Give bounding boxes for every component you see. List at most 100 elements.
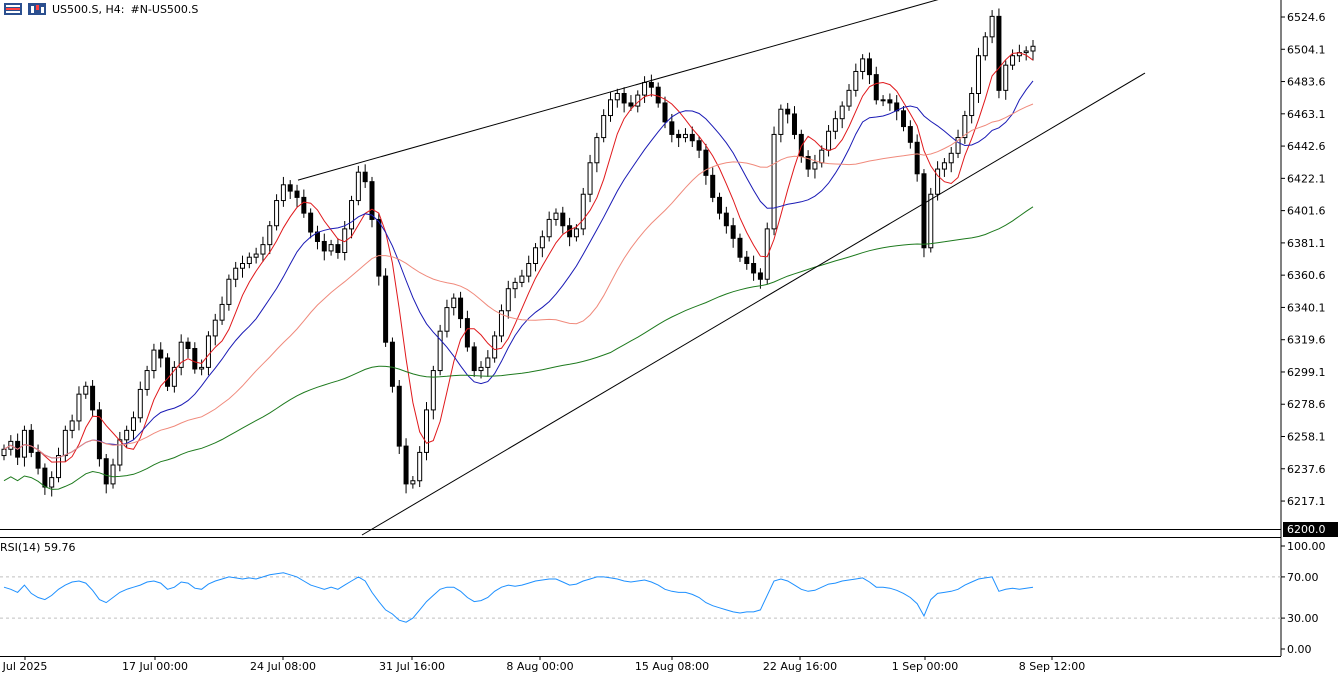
candle-body [941,162,947,170]
candle-body [492,335,498,359]
price-tick-label: 6401.6 [1287,205,1326,218]
candle-body [519,275,525,283]
candle-body [819,149,825,164]
candle-body [901,110,907,128]
candle-body [771,133,777,230]
candle-body [246,256,252,265]
candle-body [226,278,232,305]
candle-body [512,281,518,290]
candle-body [975,55,981,95]
candle-body [355,171,361,202]
candle-body [533,247,539,265]
price-tick-label: 6381.1 [1287,237,1326,250]
price-tick-label: 6483.6 [1287,76,1326,89]
rsi-label: RSI(14) 59.76 [0,541,76,554]
price-tick-label: 6463.1 [1287,108,1326,121]
candle-body [996,15,1002,91]
candle-body [791,113,797,135]
ma-slow-line [3,103,1034,459]
candle-body [178,341,184,368]
price-tick-label: 6524.6 [1287,11,1326,24]
candle-body [935,168,941,195]
candle-body [812,162,818,170]
candle-body [124,429,130,441]
candle-body [1003,64,1009,91]
candle-body [744,256,750,265]
candle-body [785,108,791,115]
candle-body [410,480,416,485]
price-tick-label: 6319.6 [1287,334,1326,347]
time-tick-label: 31 Jul 16:00 [379,660,445,673]
candle-body [69,420,75,431]
candle-body [907,126,913,143]
candle-body [703,149,709,176]
candle-body [969,93,975,117]
candle-body [485,357,491,368]
candle-body [49,477,55,488]
candle-body [219,303,225,321]
candle-body [62,429,68,457]
candle-body [560,212,566,227]
time-tick-label: 17 Jul 00:00 [122,660,188,673]
candle-body [676,133,682,139]
candle-body [321,240,327,252]
rsi-tick-label: 0.00 [1287,643,1312,656]
ma-mid-line [3,80,1034,459]
candle-body [430,370,436,411]
candle-body [873,74,879,101]
candle-body [553,212,559,220]
candle-body [478,366,484,372]
candle-body [866,58,872,76]
candle-body [165,357,171,387]
candle-body [573,228,579,238]
candle-body [383,275,389,343]
candle-body [403,445,409,485]
price-tick-label: 6299.1 [1287,366,1326,379]
candles-icon[interactable] [28,3,46,15]
candle-body [83,385,89,395]
candle-body [526,263,532,277]
candle-body [130,417,136,431]
lower-trendline [361,72,1146,536]
candle-body [1023,50,1029,54]
rsi-tick-label: 30.00 [1287,612,1319,625]
candle-body [928,193,934,249]
menu-icon[interactable] [4,3,22,15]
time-tick-label: 22 Aug 16:00 [763,660,837,673]
candle-body [914,141,920,175]
price-marker-box [1283,522,1338,537]
price-tick-label: 6504.1 [1287,43,1326,56]
candle-body [42,467,48,488]
candle-body [948,152,954,164]
candle-body [308,212,314,233]
candle-body [274,200,280,227]
price-tick-label: 6217.1 [1287,495,1326,508]
candle-body [723,212,729,227]
candle-body [689,133,695,142]
rsi-line [3,572,1034,623]
candle-body [955,137,961,154]
candle-body [260,244,266,255]
ma-fast-line [3,52,1034,463]
candle-body [751,263,757,274]
candle-body [376,218,382,277]
price-tick-label: 6258.1 [1287,431,1326,444]
candle-body [764,228,770,280]
candle-body [655,86,661,104]
price-tick-label: 6237.6 [1287,463,1326,476]
candle-body [826,130,832,151]
candle-body [287,184,293,192]
candle-body [730,225,736,239]
candle-body [369,181,375,220]
candle-body [498,310,504,337]
candle-body [424,409,430,453]
candle-body [717,196,723,214]
candle-body [144,370,150,390]
candle-body [546,218,552,238]
time-tick-label: 24 Jul 08:00 [250,660,316,673]
candle-body [233,267,239,280]
candle-body [212,319,218,337]
candle-body [839,105,845,120]
price-tick-label: 6442.6 [1287,140,1326,153]
